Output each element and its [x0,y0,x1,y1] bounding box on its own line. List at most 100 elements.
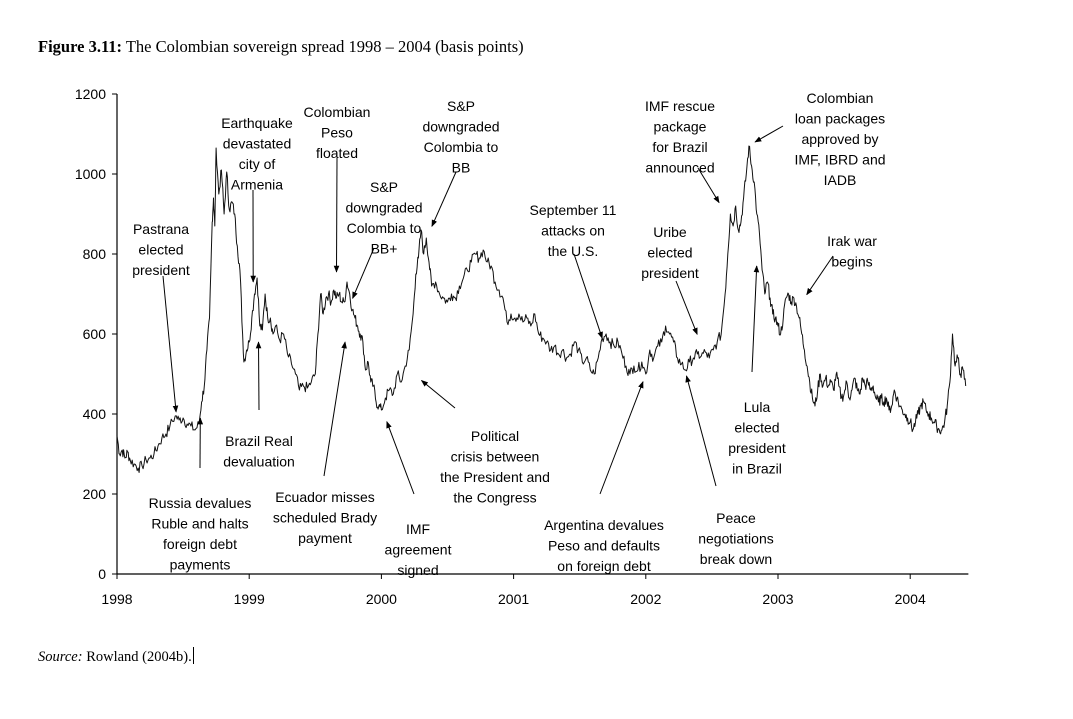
annotation-text: IMF [406,521,430,537]
text-cursor [192,647,194,664]
annotation: S&P downgraded Colombia to BB [422,98,500,227]
x-tick-label: 1998 [101,591,132,607]
figure-label: Figure 3.11: [38,37,123,56]
annotation-text: Political [471,428,519,444]
y-tick-label: 800 [83,246,107,262]
annotation: Earthquake devastated city of Armenia [221,115,293,283]
annotations: Pastrana elected president Russia devalues R… [132,90,885,578]
annotation-text: elected [647,245,692,261]
annotation-text: on foreign debt [557,558,651,574]
x-tick-label: 2002 [630,591,661,607]
annotation-text: attacks on [541,223,605,239]
annotation-arrow [806,255,834,296]
annotation-arrow [255,341,262,411]
annotation-text: payments [170,557,231,573]
annotation-text: package [654,119,707,135]
annotation-text: elected [138,242,183,258]
annotation-text: Ecuador misses [275,489,375,505]
series-line [116,145,967,473]
annotation-text: the President and [440,469,550,485]
annotation-text: Peso and defaults [548,538,660,554]
x-tick-label: 2001 [498,591,529,607]
annotation-text: IMF rescue [645,98,715,114]
annotation-text: downgraded [345,200,422,216]
annotation-text: Uribe [653,224,687,240]
annotation-text: scheduled Brady [273,510,377,526]
annotation-text: Colombia to [424,139,499,155]
annotation-text: Earthquake [221,115,293,131]
annotation-text: downgraded [422,119,499,135]
annotation-text: Colombian [304,104,371,120]
annotation: IMF agreement signed [385,421,452,578]
annotation: Uribe elected president [641,224,699,335]
y-tick-label: 600 [83,326,107,342]
annotation-text: BB [452,160,471,176]
annotation-text: Russia devalues [149,495,252,511]
annotation-text: Brazil Real [225,433,293,449]
series [116,145,967,473]
figure-title: Figure 3.11: The Colombian sovereign spr… [38,37,524,57]
annotation-text: signed [397,562,438,578]
annotation: Lula elected president in Brazil [728,265,786,477]
annotation-text: Pastrana [133,221,189,237]
annotation: Pastrana elected president [132,221,190,413]
annotation: Colombian Peso floated [304,104,371,273]
annotation-arrow [162,275,179,413]
annotation-text: devaluation [223,454,295,470]
annotation-text: city of [239,156,276,172]
annotation: Political crisis between the President and… [420,380,550,506]
x-tick-label: 2003 [762,591,793,607]
x-tick-label: 2000 [366,591,397,607]
annotation: September 11 attacks on the U.S. [530,202,617,339]
annotation-text: break down [700,551,772,567]
annotation-arrow [573,253,603,339]
annotation-arrow [323,341,347,477]
annotation-text: Peso [321,125,353,141]
annotation-text: foreign debt [163,536,237,552]
annotation-text: IADB [824,172,857,188]
annotation-text: Ruble and halts [151,516,248,532]
annotation: IMF rescue package for Brazil announced [645,98,720,204]
y-tick-label: 1200 [75,86,106,102]
annotation-text: Peace [716,510,756,526]
annotation-arrow [685,375,717,487]
y-tick-label: 400 [83,406,107,422]
annotation: Peace negotiations break down [685,375,774,567]
annotation-arrow [386,421,415,495]
annotation-text: negotiations [698,531,774,547]
annotation-text: IMF, IBRD and [794,152,885,168]
annotation-text: Armenia [231,177,283,193]
x-tick-label: 2004 [895,591,926,607]
annotation-text: announced [645,160,714,176]
annotation-text: the Congress [453,490,536,506]
annotation-arrow [431,171,457,227]
source-label: Source: [38,649,83,665]
annotation-text: S&P [447,98,475,114]
annotation: Ecuador misses scheduled Brady payment [273,341,377,546]
annotation-text: BB+ [371,241,398,257]
annotation-text: Colombia to [347,220,422,236]
source-note: Source: Rowland (2004b). [38,647,194,666]
annotation-text: loan packages [795,111,885,127]
annotation-text: Colombian [807,90,874,106]
annotation-text: president [641,265,699,281]
annotation-arrow [697,167,720,204]
annotation: Brazil Real devaluation [223,341,295,470]
annotation-text: S&P [370,179,398,195]
annotation-text: agreement [385,542,452,558]
annotation-text: payment [298,530,352,546]
annotation: Argentina devalues Peso and defaults on fo… [544,381,664,574]
annotation-text: begins [831,254,872,270]
y-tick-label: 1000 [75,166,106,182]
annotation-text: Irak war [827,233,877,249]
annotation-arrow [751,265,760,373]
annotation-arrow [420,380,456,409]
annotation-arrow [333,157,340,273]
annotation-text: devastated [223,136,292,152]
annotation-text: floated [316,145,358,161]
annotation-text: the U.S. [548,243,599,259]
annotation: Irak war begins [806,233,877,296]
figure-caption: The Colombian sovereign spread 1998 – 20… [122,37,524,56]
annotation-text: Argentina devalues [544,517,664,533]
